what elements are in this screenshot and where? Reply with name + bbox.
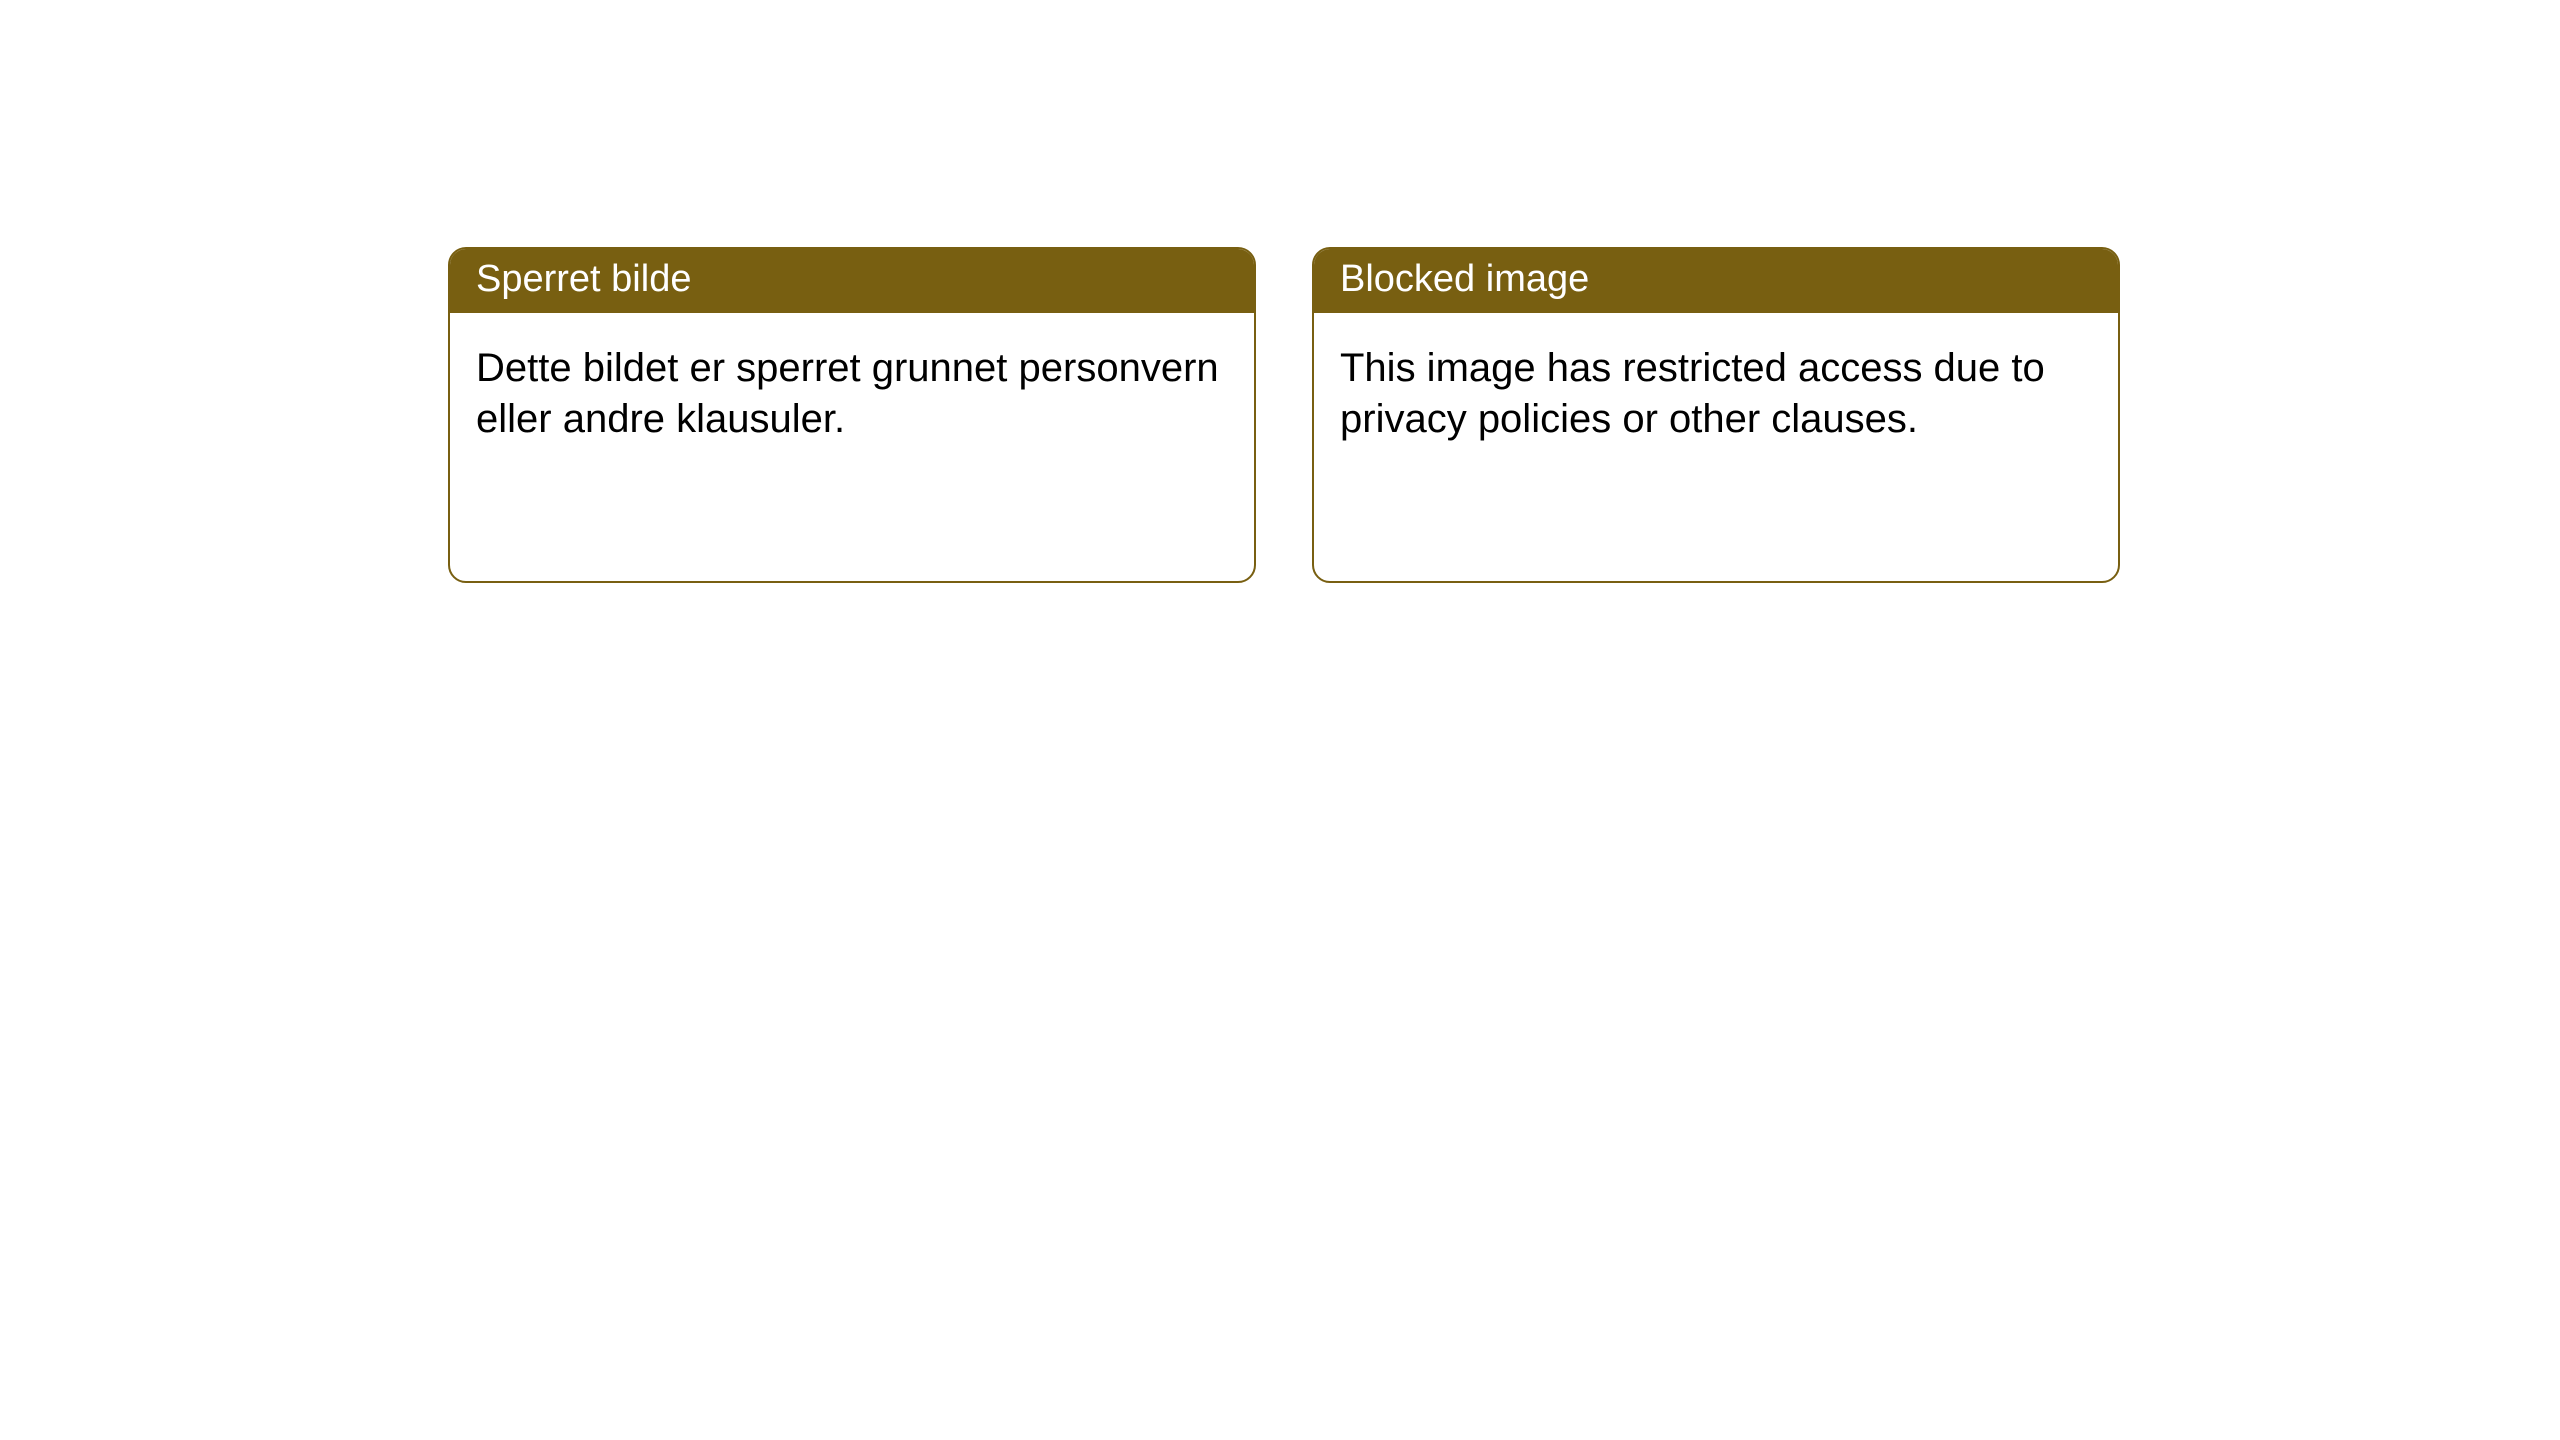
notice-title-english: Blocked image: [1314, 249, 2118, 313]
notice-body-norwegian: Dette bildet er sperret grunnet personve…: [450, 313, 1254, 475]
notice-card-norwegian: Sperret bilde Dette bildet er sperret gr…: [448, 247, 1256, 583]
notice-card-english: Blocked image This image has restricted …: [1312, 247, 2120, 583]
notice-container: Sperret bilde Dette bildet er sperret gr…: [448, 247, 2560, 583]
notice-title-norwegian: Sperret bilde: [450, 249, 1254, 313]
notice-body-english: This image has restricted access due to …: [1314, 313, 2118, 475]
